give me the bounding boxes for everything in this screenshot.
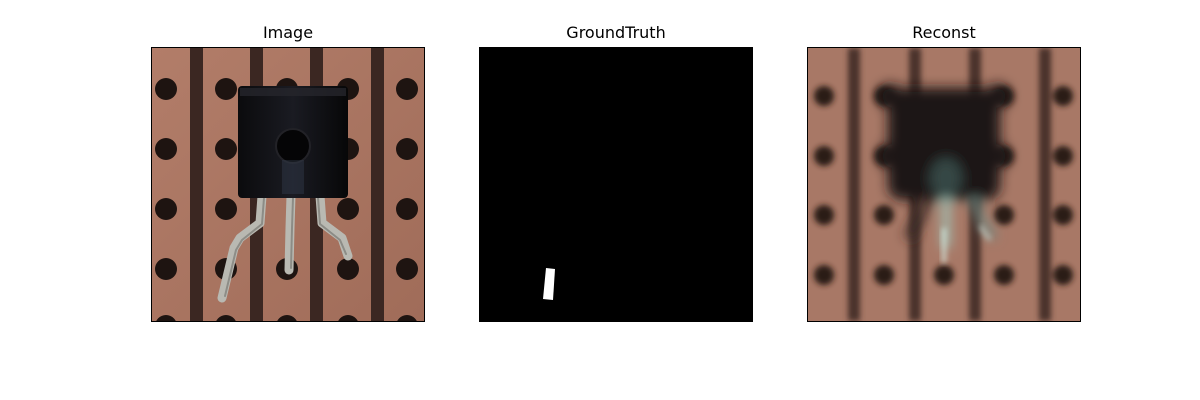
binary-mask: [480, 48, 752, 321]
board-with-transistor-photo: [152, 48, 424, 321]
blurred-reconstruction: [808, 48, 1080, 321]
groundtruth-panel: [479, 47, 753, 322]
reconst-panel-title: Reconst: [912, 23, 976, 42]
groundtruth-panel-title: GroundTruth: [566, 23, 666, 42]
image-panel-title: Image: [262, 23, 314, 42]
image-panel: [151, 47, 425, 322]
reconst-panel: [807, 47, 1081, 322]
